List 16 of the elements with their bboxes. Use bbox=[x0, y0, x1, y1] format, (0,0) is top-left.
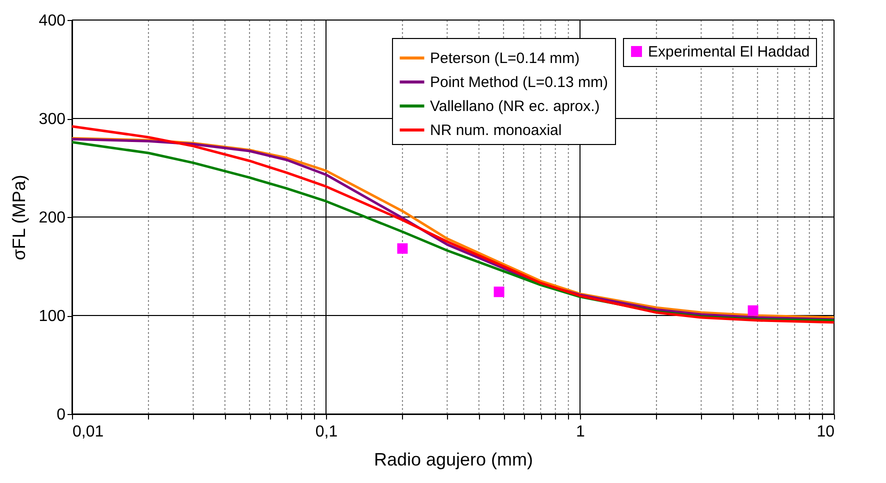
y-tick-label: 0 bbox=[56, 406, 66, 424]
y-tick-label: 400 bbox=[38, 12, 66, 30]
legend-label: Point Method (L=0.13 mm) bbox=[430, 74, 608, 91]
y-tick-label: 300 bbox=[38, 111, 66, 128]
y-axis-title: σFL (MPa) bbox=[8, 174, 29, 260]
legend-label: Peterson (L=0.14 mm) bbox=[430, 50, 580, 67]
legend-label: Experimental El Haddad bbox=[648, 44, 810, 60]
x-tick-label: 0,01 bbox=[72, 424, 104, 440]
legend-label: NR num. monoaxial bbox=[430, 122, 562, 139]
x-tick-label: 0,1 bbox=[315, 424, 338, 440]
y-tick-label: 200 bbox=[38, 210, 66, 226]
x-tick-label: 1 bbox=[576, 424, 586, 440]
y-tick-label: 100 bbox=[38, 308, 66, 325]
legend-label: Vallellano (NR ec. aprox.) bbox=[430, 98, 600, 115]
x-axis-title: Radio agujero (mm) bbox=[374, 450, 534, 470]
x-tick-label: 10 bbox=[816, 424, 835, 440]
